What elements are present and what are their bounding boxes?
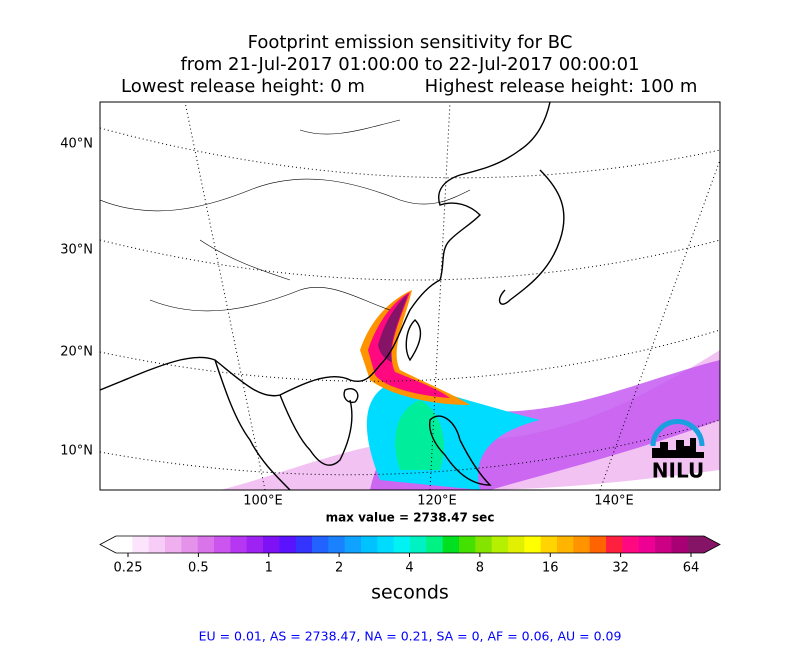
title-line: from 21-Jul-2017 01:00:00 to 22-Jul-2017… bbox=[180, 54, 639, 75]
colorbar-extend-low bbox=[99, 535, 117, 554]
colorbar-swatch bbox=[671, 536, 689, 553]
colorbar-swatch bbox=[361, 536, 378, 553]
plume-green bbox=[395, 400, 444, 470]
colorbar-swatch bbox=[393, 536, 411, 553]
colorbar-swatch bbox=[148, 536, 166, 553]
plume-core bbox=[378, 294, 408, 362]
colorbar-swatch bbox=[263, 536, 280, 553]
footer: EU = 0.01, AS = 2738.47, NA = 0.21, SA =… bbox=[199, 629, 622, 644]
colorbar-swatch bbox=[638, 536, 656, 553]
colorbar-swatch bbox=[344, 536, 362, 553]
title-line: Footprint emission sensitivity for BC bbox=[248, 32, 573, 53]
lon-label: 120°E bbox=[417, 494, 457, 509]
lat-label: 30°N bbox=[60, 243, 93, 258]
colorbar-swatch bbox=[475, 536, 493, 553]
colorbar-swatch bbox=[295, 536, 313, 553]
colorbar-tick-label: 64 bbox=[683, 561, 700, 576]
colorbar: 0.25 0.5 1 2 4 8 16 32 64 bbox=[99, 535, 721, 576]
lat-label: 10°N bbox=[60, 444, 93, 459]
colorbar-swatch bbox=[279, 536, 297, 553]
lat-label: 40°N bbox=[60, 137, 93, 152]
release-high: Highest release height: 100 m bbox=[425, 76, 698, 97]
lon-label: 140°E bbox=[594, 494, 634, 509]
colorbar-swatch bbox=[687, 536, 705, 553]
colorbar-swatch bbox=[230, 536, 248, 553]
colorbar-swatch bbox=[557, 536, 574, 553]
colorbar-tick-label: 16 bbox=[542, 561, 559, 576]
colorbar-swatch bbox=[426, 536, 444, 553]
colorbar-swatch bbox=[459, 536, 476, 553]
colorbar-swatch bbox=[165, 536, 182, 553]
axis-labels: 40°N 30°N 20°N 10°N 100°E 120°E 140°E bbox=[60, 137, 634, 509]
plume-red bbox=[368, 292, 450, 398]
colorbar-swatch bbox=[214, 536, 231, 553]
colorbar-swatch bbox=[132, 536, 150, 553]
map: NILU bbox=[100, 102, 720, 490]
logo-skyline bbox=[652, 438, 704, 458]
colorbar-swatch bbox=[524, 536, 542, 553]
colorbar-swatch bbox=[540, 536, 558, 553]
colorbar-swatch bbox=[197, 536, 215, 553]
colorbar-swatch bbox=[491, 536, 509, 553]
colorbar-swatch bbox=[181, 536, 199, 553]
colorbar-swatch bbox=[606, 536, 623, 553]
colorbar-tick-label: 1 bbox=[265, 561, 273, 576]
colorbar-swatch bbox=[246, 536, 264, 553]
lat-label: 20°N bbox=[60, 345, 93, 360]
logo-arc bbox=[650, 419, 705, 447]
colorbar-tick-label: 2 bbox=[335, 561, 343, 576]
max-value: max value = 2738.47 sec bbox=[326, 511, 495, 525]
colorbar-swatch bbox=[589, 536, 607, 553]
colorbar-swatch bbox=[410, 536, 427, 553]
colorbar-swatch bbox=[328, 536, 346, 553]
colorbar-swatch bbox=[573, 536, 591, 553]
colorbar-swatch bbox=[116, 536, 133, 553]
lon-label: 100°E bbox=[243, 494, 283, 509]
colorbar-tick-label: 0.25 bbox=[114, 561, 143, 576]
colorbar-swatch bbox=[622, 536, 640, 553]
colorbar-swatch bbox=[442, 536, 460, 553]
colorbar-tick-label: 32 bbox=[612, 561, 629, 576]
colorbar-tick-label: 8 bbox=[476, 561, 484, 576]
logo-text: NILU bbox=[652, 459, 704, 483]
colorbar-tick-label: 0.5 bbox=[188, 561, 209, 576]
colorbar-tick-label: 4 bbox=[405, 561, 413, 576]
release-low: Lowest release height: 0 m bbox=[121, 76, 365, 97]
colorbar-swatch bbox=[312, 536, 329, 553]
colorbar-extend-high bbox=[703, 535, 721, 554]
colorbar-swatch bbox=[655, 536, 672, 553]
colorbar-swatch bbox=[377, 536, 395, 553]
colorbar-label: seconds bbox=[371, 582, 449, 604]
colorbar-swatch bbox=[508, 536, 525, 553]
map-frame bbox=[99, 101, 721, 491]
